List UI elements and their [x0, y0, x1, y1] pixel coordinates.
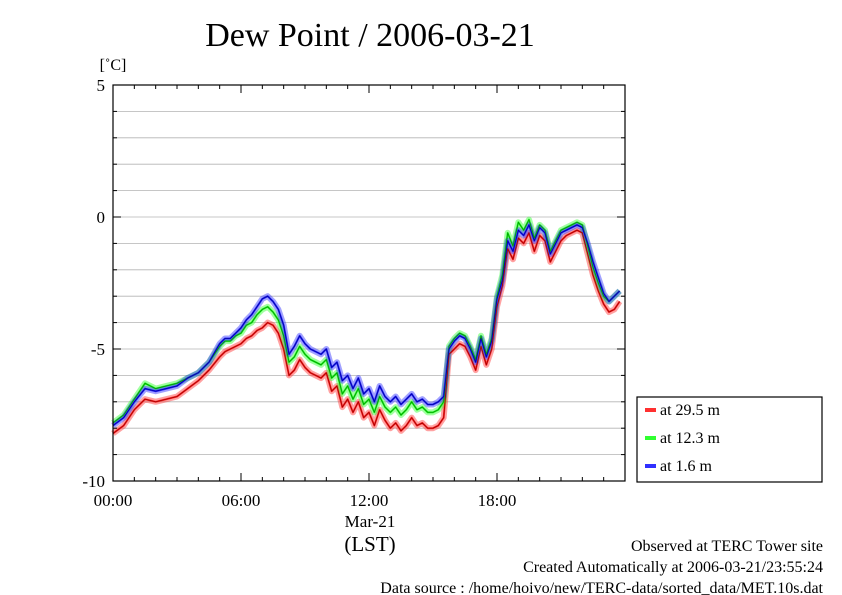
x-tick-label: 00:00 — [94, 491, 133, 510]
footer-created: Created Automatically at 2006-03-21/23:5… — [523, 559, 823, 576]
series-lines — [111, 216, 623, 436]
x-tick-label: 12:00 — [350, 491, 389, 510]
series-core-line — [112, 224, 620, 426]
y-tick-label: 0 — [97, 208, 106, 227]
series-core-line — [112, 219, 620, 424]
series-band — [111, 221, 622, 428]
legend-label: at 29.5 m — [660, 402, 721, 419]
gridlines — [113, 111, 625, 456]
series-core-line — [112, 229, 621, 434]
footer-source: Data source : /home/hoivo/new/TERC-data/… — [380, 580, 823, 595]
legend: at 29.5 m at 12.3 m at 1.6 m — [636, 396, 823, 483]
series-line — [112, 223, 621, 427]
y-tick-label: 5 — [97, 76, 106, 95]
chart-title: Dew Point / 2006-03-21 — [205, 17, 535, 54]
x-axis-label: (LST) — [344, 532, 395, 556]
x-tick-label: 18:00 — [478, 491, 517, 510]
legend-label: at 1.6 m — [660, 458, 713, 475]
y-axis-ticks: 5 0 -5 -10 — [82, 76, 625, 491]
footer-site: Observed at TERC Tower site — [631, 538, 823, 555]
y-tick-label: -10 — [82, 472, 105, 491]
y-tick-label: -5 — [91, 340, 105, 359]
plot-frame — [112, 84, 626, 482]
x-axis-ticks: 00:00 06:00 12:00 18:00 — [94, 85, 626, 510]
x-tick-label: 06:00 — [222, 491, 261, 510]
x-axis-date-label: Mar-21 — [345, 512, 396, 531]
y-axis-label: [˚C] — [100, 57, 127, 74]
legend-box — [636, 396, 823, 483]
legend-label: at 12.3 m — [660, 430, 721, 447]
